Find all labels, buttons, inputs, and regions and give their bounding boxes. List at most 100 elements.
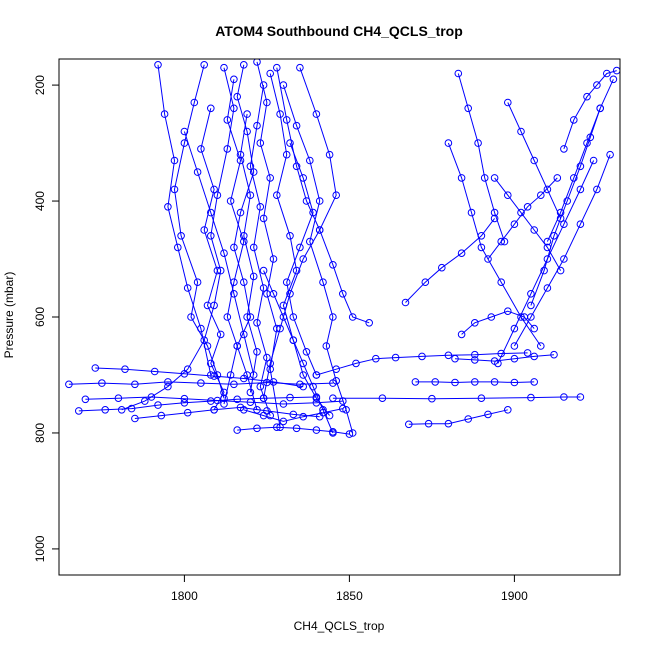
- data-point: [210, 372, 218, 380]
- data-point: [322, 342, 331, 350]
- chart-title: ATOM4 Southbound CH4_QCLS_trop: [215, 23, 463, 39]
- data-point: [527, 393, 535, 402]
- data-point: [348, 313, 357, 321]
- data-point: [282, 278, 291, 287]
- data-point: [243, 110, 251, 118]
- data-point: [596, 104, 605, 113]
- data-point: [236, 150, 245, 159]
- y-tick-label: 1000: [33, 535, 47, 562]
- data-point: [203, 301, 212, 310]
- data-point: [352, 359, 360, 368]
- data-point: [220, 388, 228, 397]
- data-point: [266, 174, 275, 182]
- data-point: [490, 214, 499, 223]
- data-point: [612, 66, 620, 75]
- data-point: [286, 139, 294, 147]
- data-point: [273, 324, 281, 333]
- data-point: [183, 284, 192, 292]
- data-point: [306, 156, 314, 165]
- series-line-19: [95, 367, 304, 388]
- data-point: [312, 371, 321, 379]
- data-point: [121, 365, 129, 374]
- series-line-24: [332, 396, 581, 400]
- series-line-1: [121, 67, 235, 411]
- data-point: [263, 98, 271, 107]
- data-point: [471, 378, 479, 386]
- data-point: [329, 428, 337, 436]
- data-point: [309, 208, 317, 217]
- data-point: [243, 127, 251, 136]
- data-point: [576, 220, 585, 228]
- data-point: [560, 145, 568, 153]
- data-point: [193, 168, 202, 176]
- data-point: [220, 63, 228, 72]
- data-point: [593, 81, 601, 89]
- data-point: [302, 197, 311, 205]
- data-point: [249, 168, 258, 176]
- data-point: [339, 397, 347, 405]
- data-point: [428, 394, 436, 403]
- data-point: [299, 371, 308, 379]
- data-point: [230, 243, 238, 252]
- data-point: [576, 185, 585, 194]
- data-point: [230, 290, 238, 298]
- data-point: [253, 348, 261, 356]
- data-point: [289, 336, 298, 345]
- series-line-32: [513, 154, 611, 347]
- data-point: [164, 203, 172, 211]
- data-point: [319, 278, 327, 287]
- data-point: [236, 156, 245, 165]
- data-point: [286, 290, 294, 298]
- series-line-33: [546, 79, 614, 242]
- data-point: [141, 397, 149, 405]
- series-line-38: [461, 310, 535, 335]
- data-point: [114, 394, 123, 403]
- y-tick-label: 400: [33, 191, 47, 211]
- data-point: [164, 378, 172, 386]
- data-point: [530, 226, 539, 234]
- data-point: [210, 406, 218, 414]
- data-point: [391, 353, 400, 362]
- data-point: [457, 174, 466, 182]
- data-point: [372, 354, 380, 363]
- data-point: [157, 411, 166, 420]
- data-point: [510, 324, 519, 333]
- data-point: [220, 394, 228, 403]
- data-point: [240, 237, 248, 246]
- data-point: [170, 185, 179, 194]
- data-point: [543, 185, 552, 194]
- data-point: [570, 116, 578, 124]
- data-point: [477, 394, 486, 403]
- series-line-35: [530, 108, 601, 306]
- data-point: [497, 278, 506, 287]
- data-point: [117, 406, 126, 414]
- data-point: [504, 98, 512, 107]
- data-point: [510, 354, 519, 363]
- data-point: [332, 191, 341, 199]
- data-point: [560, 255, 568, 263]
- data-point: [583, 92, 591, 101]
- data-point: [319, 408, 327, 417]
- data-point: [576, 393, 585, 401]
- data-point: [365, 319, 374, 327]
- data-point: [256, 203, 265, 211]
- data-point: [543, 237, 552, 246]
- data-point: [286, 232, 294, 240]
- series-line-37: [563, 70, 617, 150]
- data-point: [540, 266, 548, 275]
- data-point: [292, 424, 301, 433]
- data-point: [246, 191, 255, 199]
- data-point: [282, 116, 291, 124]
- data-point: [246, 398, 255, 407]
- data-point: [253, 319, 261, 327]
- series-line-15: [263, 270, 334, 434]
- data-point: [240, 374, 248, 383]
- data-point: [500, 237, 509, 246]
- data-point: [543, 243, 552, 252]
- data-point: [174, 243, 182, 252]
- data-point: [299, 174, 308, 182]
- data-point: [299, 359, 308, 368]
- data-point: [556, 208, 565, 217]
